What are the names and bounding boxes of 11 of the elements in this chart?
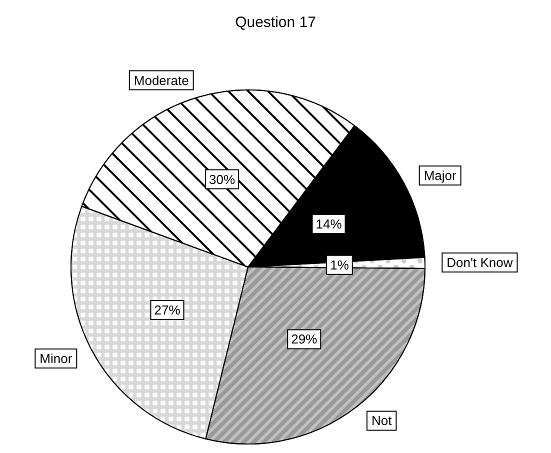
slice-label: Don't Know — [446, 255, 514, 270]
data-label: 1% — [330, 257, 350, 272]
data-label: 14% — [316, 216, 342, 232]
slice-label: Minor — [40, 351, 73, 366]
slice-label: Not — [371, 413, 392, 428]
data-label: 29% — [291, 332, 318, 347]
chart-title: Question 17 — [235, 14, 316, 31]
slice-label: Major — [424, 168, 458, 183]
slice-label: Moderate — [134, 72, 189, 88]
data-label: 30% — [209, 172, 236, 187]
data-label: 27% — [154, 302, 181, 318]
